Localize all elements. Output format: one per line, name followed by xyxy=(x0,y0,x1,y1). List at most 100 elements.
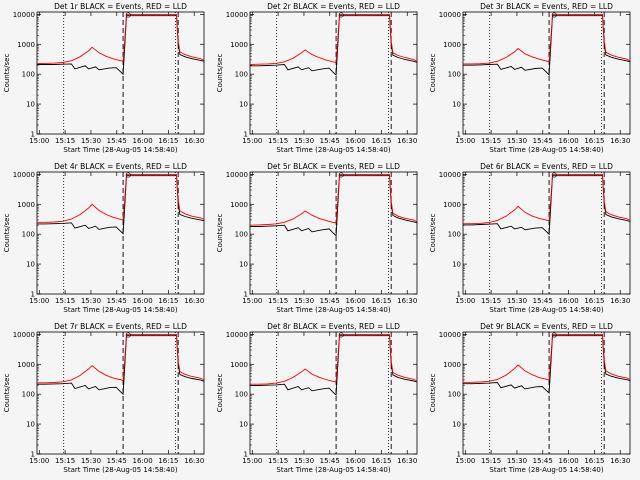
x-tick-label: 15:15 xyxy=(481,457,501,465)
y-tick-label: 1000 xyxy=(443,361,461,369)
x-axis-label: Start Time (28-Aug-05 14:58:40) xyxy=(276,466,390,474)
y-tick-label: 10000 xyxy=(13,11,35,19)
x-tick-label: 15:30 xyxy=(81,457,101,465)
x-tick-label: 16:00 xyxy=(132,137,152,145)
x-tick-label: 16:00 xyxy=(345,457,365,465)
y-tick-label: 100 xyxy=(235,71,248,79)
x-tick-label: 15:45 xyxy=(320,137,340,145)
x-tick-label: 16:15 xyxy=(371,457,391,465)
x-tick-label: 16:30 xyxy=(610,137,630,145)
y-axis-label: Counts/sec xyxy=(216,374,224,413)
y-tick-label: 10 xyxy=(452,101,461,109)
x-tick-label: 16:15 xyxy=(584,457,604,465)
saturation-marker xyxy=(338,172,344,178)
series-line-lld xyxy=(37,173,205,223)
y-tick-label: 10 xyxy=(239,101,248,109)
x-tick-label: 16:30 xyxy=(184,297,204,305)
x-tick-label: 15:30 xyxy=(507,137,527,145)
x-tick-label: 15:45 xyxy=(533,457,553,465)
y-tick-label: 100 xyxy=(22,231,35,239)
x-tick-label: 15:15 xyxy=(55,457,75,465)
x-tick-label: 16:00 xyxy=(132,457,152,465)
x-axis-label: Start Time (28-Aug-05 14:58:40) xyxy=(63,146,177,154)
panel-title: Det 1r BLACK = Events, RED = LLD xyxy=(54,2,187,11)
x-tick-label: 16:15 xyxy=(584,297,604,305)
series-line-lld xyxy=(463,333,631,383)
x-tick-label: 15:15 xyxy=(268,457,288,465)
x-tick-label: 15:15 xyxy=(268,297,288,305)
y-tick-label: 100 xyxy=(235,391,248,399)
saturation-marker xyxy=(338,12,344,18)
y-tick-label: 100 xyxy=(235,231,248,239)
detector-panel-8: Det 8r BLACK = Events, RED = LLD 1 10 100 10… xyxy=(216,322,418,474)
x-tick-label: 16:15 xyxy=(371,297,391,305)
x-axis-label: Start Time (28-Aug-05 14:58:40) xyxy=(276,146,390,154)
detector-panel-9: Det 9r BLACK = Events, RED = LLD 1 10 100 10… xyxy=(429,322,631,474)
x-tick-label: 16:00 xyxy=(558,297,578,305)
y-tick-label: 10000 xyxy=(439,331,461,339)
saturation-marker xyxy=(551,172,557,178)
detector-panel-3: Det 3r BLACK = Events, RED = LLD 1 10 100 10… xyxy=(429,2,631,154)
y-tick-label: 10000 xyxy=(226,171,248,179)
y-tick-label: 1 xyxy=(457,291,461,299)
x-tick-label: 15:45 xyxy=(107,297,127,305)
x-tick-label: 16:15 xyxy=(371,137,391,145)
x-tick-label: 15:45 xyxy=(107,137,127,145)
panel-title: Det 3r BLACK = Events, RED = LLD xyxy=(480,2,613,11)
y-tick-label: 10 xyxy=(239,261,248,269)
x-tick-label: 15:00 xyxy=(242,297,262,305)
x-tick-label: 15:45 xyxy=(320,457,340,465)
x-tick-label: 15:00 xyxy=(242,137,262,145)
series-line-lld xyxy=(37,333,205,384)
y-axis-label: Counts/sec xyxy=(216,54,224,93)
x-tick-label: 15:00 xyxy=(455,137,475,145)
saturation-marker xyxy=(125,12,131,18)
x-tick-label: 16:00 xyxy=(345,297,365,305)
y-tick-label: 100 xyxy=(448,231,461,239)
x-tick-label: 16:15 xyxy=(158,137,178,145)
x-tick-label: 15:15 xyxy=(55,137,75,145)
x-axis-label: Start Time (28-Aug-05 14:58:40) xyxy=(276,306,390,314)
plot-frame xyxy=(462,11,631,135)
saturation-marker xyxy=(338,332,344,338)
x-tick-label: 16:30 xyxy=(397,457,417,465)
detector-panel-5: Det 5r BLACK = Events, RED = LLD 1 10 100 10… xyxy=(216,162,418,314)
plot-frame xyxy=(249,11,418,135)
y-tick-label: 1000 xyxy=(443,201,461,209)
saturation-marker xyxy=(125,172,131,178)
y-tick-label: 1 xyxy=(244,291,248,299)
x-tick-label: 15:00 xyxy=(29,297,49,305)
y-tick-label: 1000 xyxy=(17,201,35,209)
saturation-marker xyxy=(551,12,557,18)
x-axis-label: Start Time (28-Aug-05 14:58:40) xyxy=(489,306,603,314)
x-tick-label: 15:15 xyxy=(55,297,75,305)
y-tick-label: 10 xyxy=(26,101,35,109)
saturation-marker xyxy=(125,332,131,338)
y-tick-label: 1 xyxy=(31,131,35,139)
y-tick-label: 1 xyxy=(31,291,35,299)
detector-panel-6: Det 6r BLACK = Events, RED = LLD 1 10 100 10… xyxy=(429,162,631,314)
plot-frame xyxy=(36,331,205,455)
x-tick-label: 16:00 xyxy=(558,457,578,465)
y-tick-label: 1 xyxy=(31,451,35,459)
y-tick-label: 10000 xyxy=(13,331,35,339)
y-tick-label: 10000 xyxy=(439,171,461,179)
series-line-lld xyxy=(463,173,631,225)
y-tick-label: 10000 xyxy=(226,11,248,19)
plot-frame xyxy=(462,171,631,295)
x-tick-label: 16:15 xyxy=(158,457,178,465)
panel-title: Det 6r BLACK = Events, RED = LLD xyxy=(480,162,613,171)
x-tick-label: 16:30 xyxy=(610,297,630,305)
detector-panel-7: Det 7r BLACK = Events, RED = LLD 1 10 100 10… xyxy=(3,322,205,474)
x-tick-label: 15:45 xyxy=(533,297,553,305)
y-tick-label: 1000 xyxy=(443,41,461,49)
plot-frame xyxy=(462,331,631,455)
series-line-lld xyxy=(463,13,631,65)
detector-panel-2: Det 2r BLACK = Events, RED = LLD 1 10 100 10… xyxy=(216,2,418,154)
x-tick-label: 15:30 xyxy=(294,297,314,305)
y-axis-label: Counts/sec xyxy=(3,214,11,253)
x-tick-label: 15:00 xyxy=(455,457,475,465)
panel-title: Det 4r BLACK = Events, RED = LLD xyxy=(54,162,187,171)
saturation-marker xyxy=(551,332,557,338)
